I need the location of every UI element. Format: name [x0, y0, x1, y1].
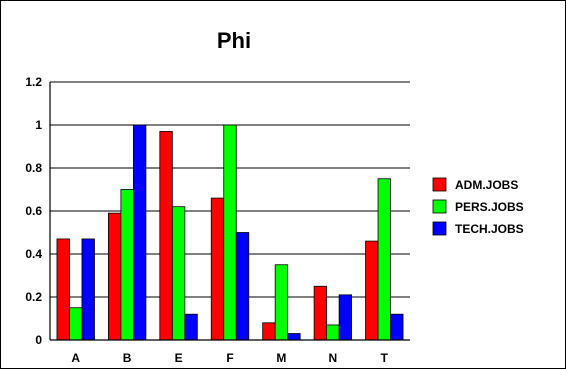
bar-adm-jobs-n — [313, 285, 328, 341]
bar-tech-jobs-a — [81, 238, 95, 341]
bar-tech-jobs-e — [184, 313, 198, 341]
legend-label: TECH.JOBS — [455, 222, 524, 236]
x-tick-label: B — [123, 351, 132, 365]
plot-area: 0 0.2 0.4 0.6 0.8 1 1.2 A B E F M N T — [25, 75, 410, 365]
axes — [49, 82, 410, 341]
legend-swatch-tech-jobs — [432, 221, 447, 236]
legend: ADM.JOBS PERS.JOBS TECH.JOBS — [432, 177, 524, 236]
x-tick-label: A — [71, 351, 80, 365]
bar-pers-jobs-e — [171, 206, 186, 341]
bar-pers-jobs-n — [326, 324, 340, 341]
x-tick-label: E — [175, 351, 183, 365]
bar-adm-jobs-m — [262, 322, 276, 341]
bar-tech-jobs-m — [287, 333, 301, 341]
y-tick-label: 0.6 — [25, 204, 42, 218]
legend-swatch-pers-jobs — [432, 199, 447, 214]
bar-tech-jobs-b — [132, 124, 147, 341]
x-tick-label: M — [276, 351, 286, 365]
chart-title: Phi — [217, 28, 251, 53]
bars — [56, 124, 404, 341]
bar-pers-jobs-a — [69, 307, 83, 341]
bar-tech-jobs-f — [235, 232, 250, 341]
y-tick-label: 0.8 — [25, 161, 42, 175]
y-tick-label: 1 — [35, 118, 42, 132]
y-tick-label: 0 — [35, 333, 42, 347]
y-tick-label: 1.2 — [25, 75, 42, 89]
bar-pers-jobs-t — [377, 178, 391, 341]
bar-adm-jobs-b — [107, 212, 122, 341]
y-tick-label: 0.4 — [25, 247, 42, 261]
bar-tech-jobs-t — [390, 313, 404, 341]
bar-tech-jobs-n — [338, 294, 353, 341]
bar-pers-jobs-f — [223, 124, 237, 341]
bar-adm-jobs-a — [56, 238, 70, 341]
bar-pers-jobs-m — [274, 264, 289, 341]
x-tick-label: F — [226, 351, 233, 365]
y-tick-label: 0.2 — [25, 290, 42, 304]
bar-pers-jobs-b — [120, 189, 134, 341]
x-tick-label: T — [381, 351, 389, 365]
legend-label: PERS.JOBS — [455, 200, 524, 214]
bar-adm-jobs-f — [210, 197, 225, 341]
x-tick-label: N — [329, 351, 338, 365]
legend-swatch-adm-jobs — [432, 177, 447, 192]
bar-adm-jobs-t — [365, 240, 379, 341]
bar-adm-jobs-e — [159, 131, 173, 341]
legend-label: ADM.JOBS — [455, 178, 518, 192]
y-axis-tick-labels: 0 0.2 0.4 0.6 0.8 1 1.2 — [25, 75, 42, 347]
